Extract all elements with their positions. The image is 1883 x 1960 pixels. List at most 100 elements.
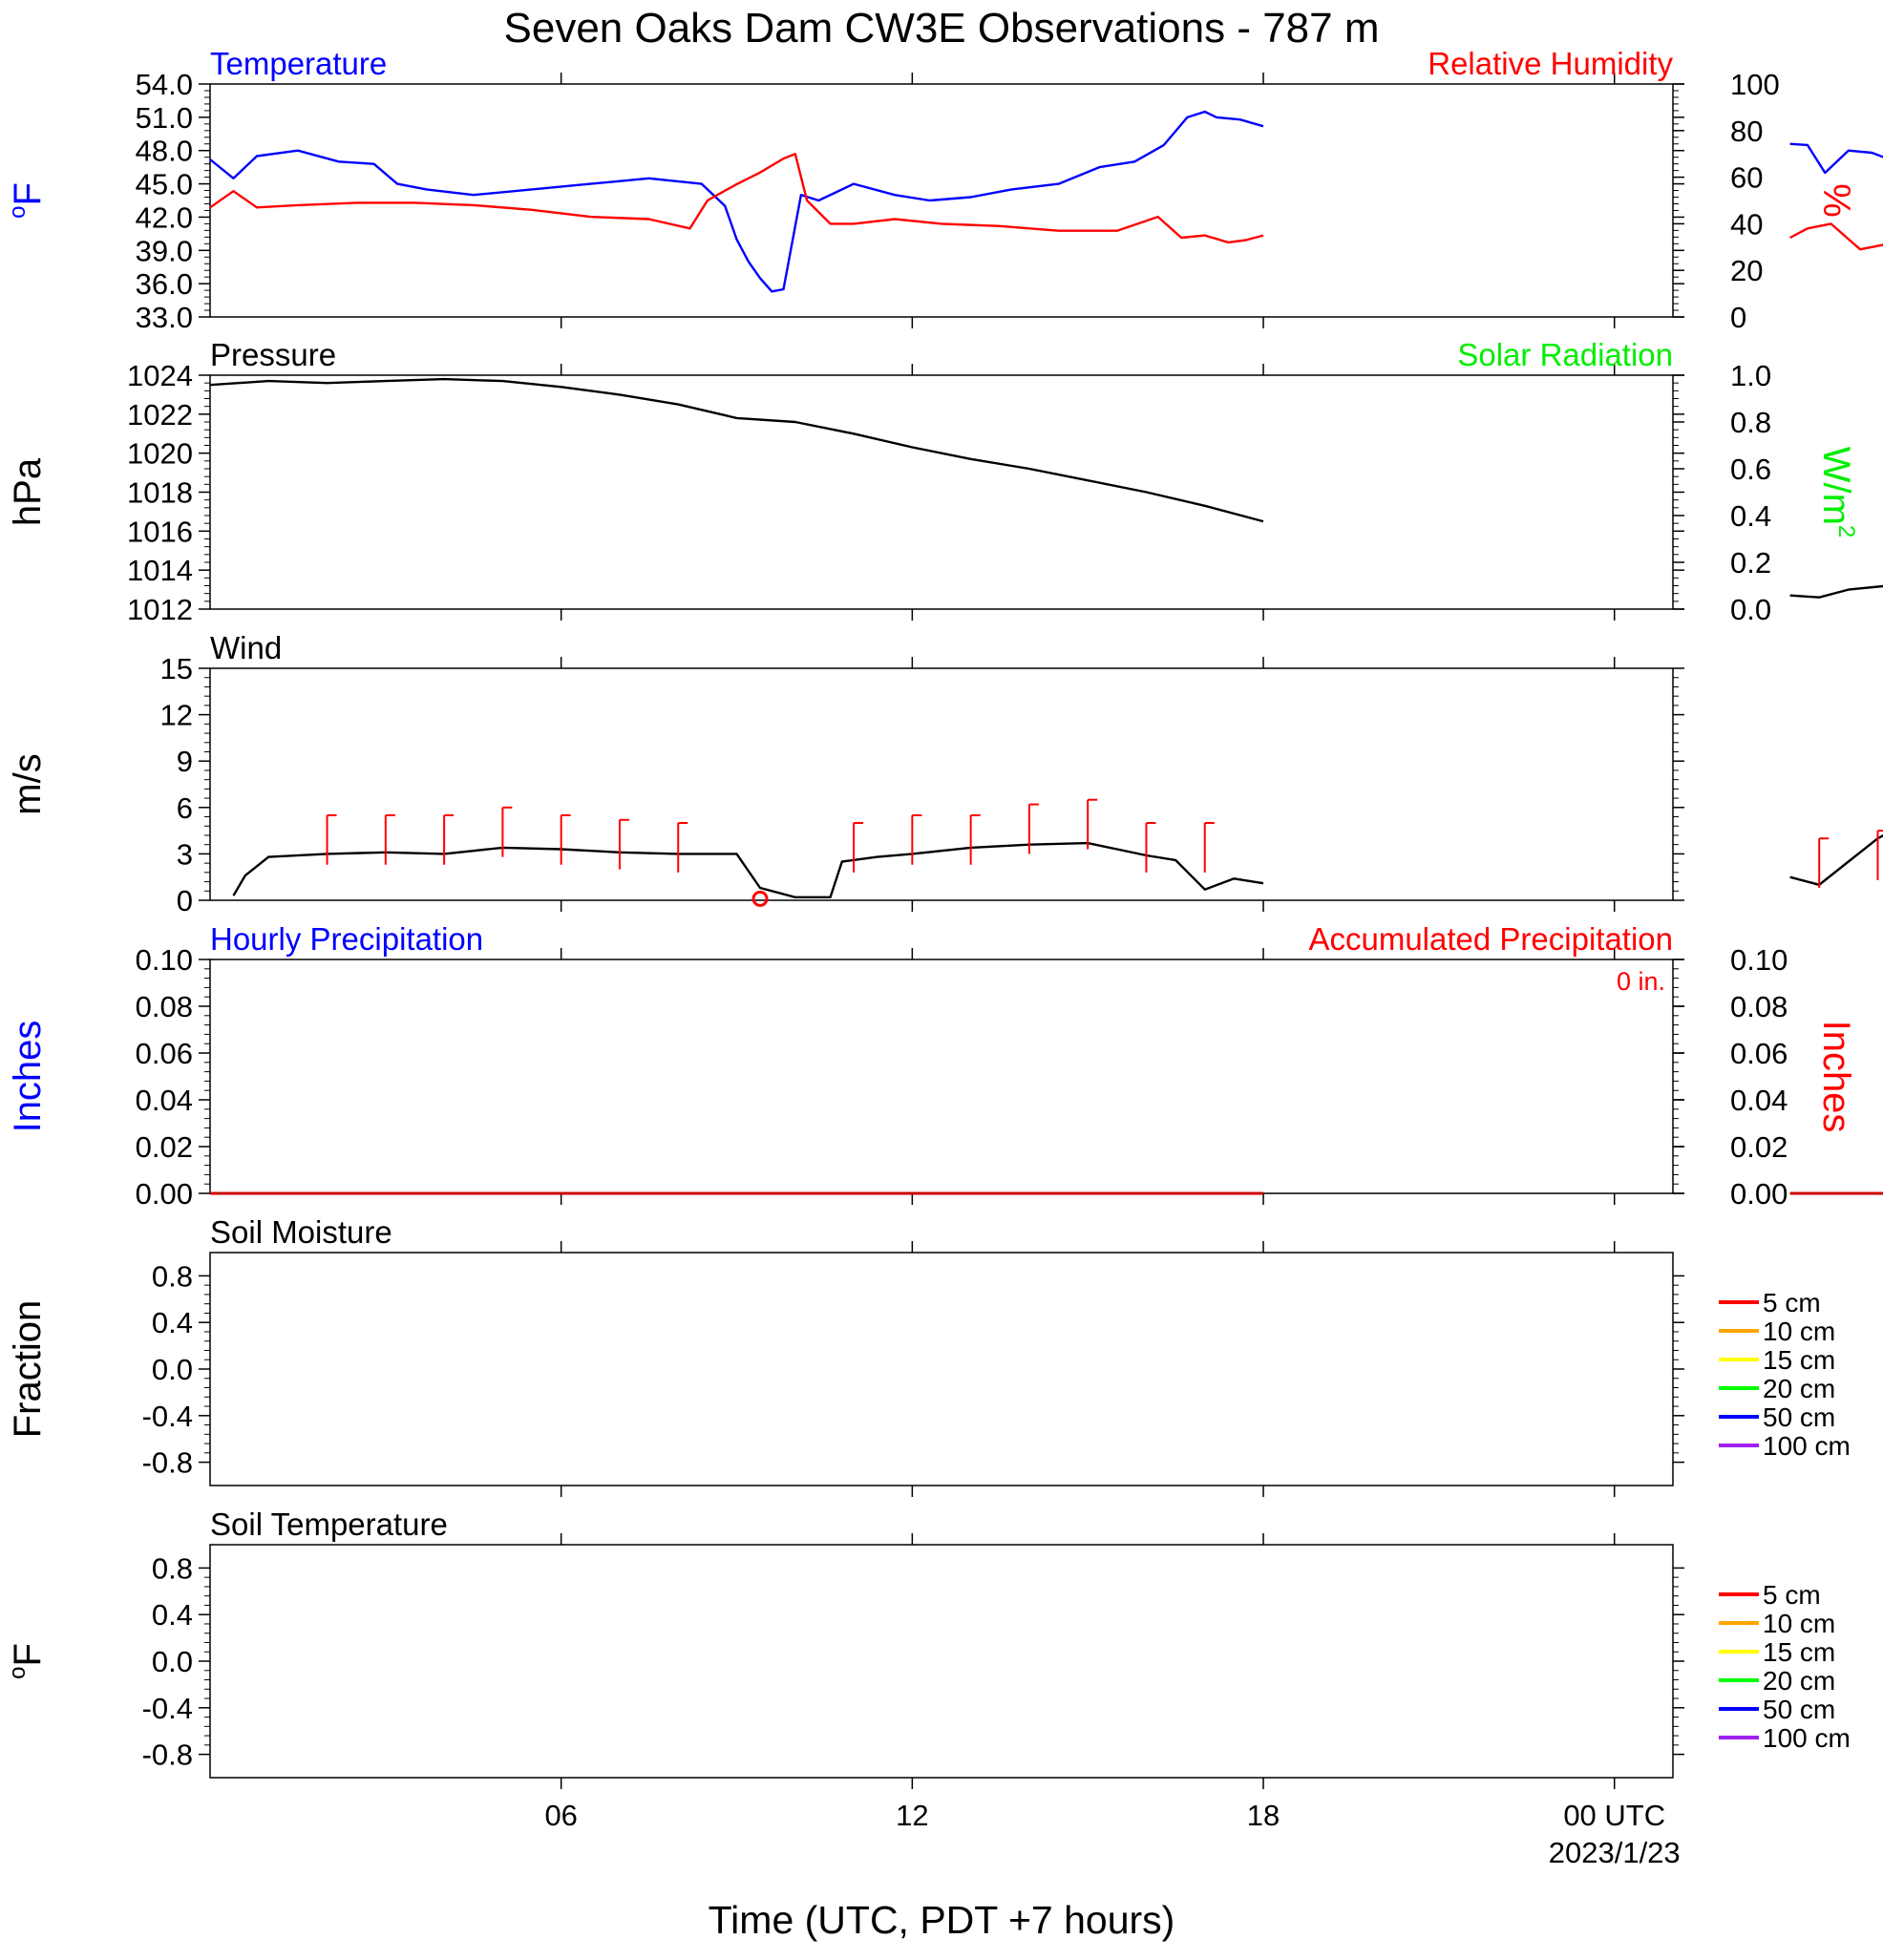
y-tick-label-left: 3	[177, 837, 193, 871]
y-tick-label-right: 0	[1730, 301, 1746, 334]
y-tick-label-left: 12	[160, 699, 193, 732]
y-axis-label-left: m/s	[7, 753, 49, 814]
y-tick-label-left: 1024	[127, 359, 193, 392]
y-tick-label-right: 0.06	[1730, 1037, 1788, 1070]
x-tick-label: 06	[544, 1799, 577, 1832]
series-line-3	[1789, 222, 1883, 251]
y-tick-label-left: 1012	[127, 593, 193, 626]
legend-label: 5 cm	[1763, 1288, 1821, 1317]
y-axis-label-left-text: m/s	[7, 753, 49, 814]
y-tick-label-left: 1020	[127, 437, 193, 471]
y-tick-label-left: 1014	[127, 554, 193, 587]
plot-frame	[209, 1544, 1674, 1779]
y-axis-label-right: %	[1815, 183, 1857, 218]
series-line-0	[209, 110, 1264, 293]
y-tick-label-right: 0.2	[1730, 546, 1771, 580]
legend-label: 15 cm	[1763, 1345, 1835, 1375]
y-tick-label-left: 0.0	[152, 1353, 193, 1386]
y-tick-label-right: 40	[1730, 207, 1763, 241]
y-axis-label-left: Fraction	[7, 1300, 49, 1439]
precip-total-annotation: 0 in.	[1617, 967, 1665, 996]
y-axis-label-left-text: oF	[5, 182, 49, 219]
y-axis-label-right: Inches	[1815, 1021, 1857, 1133]
x-axis-label: Time (UTC, PDT +7 hours)	[709, 1898, 1175, 1942]
y-axis-label-left-text: Fraction	[7, 1300, 49, 1439]
y-tick-label-left: 1016	[127, 515, 193, 548]
legend-label: 50 cm	[1763, 1695, 1835, 1724]
y-tick-label-left: 15	[160, 652, 193, 685]
y-tick-label-right: 0.08	[1730, 990, 1788, 1023]
y-axis-label-right-text: W/m2	[1815, 447, 1859, 538]
y-tick-label-left: -0.4	[142, 1400, 193, 1433]
plot-frame	[209, 1252, 1674, 1486]
y-tick-label-right: 80	[1730, 115, 1763, 148]
y-tick-label-left: 9	[177, 745, 193, 778]
panel-title-left: Wind	[210, 630, 282, 665]
y-tick-label-right: 0.02	[1730, 1130, 1788, 1164]
legend-label: 50 cm	[1763, 1402, 1835, 1432]
y-axis-label-left: oF	[5, 182, 49, 219]
y-tick-label-left: 0.0	[152, 1645, 193, 1678]
panel-title-left: Soil Moisture	[210, 1214, 392, 1250]
calm-wind-marker	[751, 890, 769, 907]
y-tick-label-right: 0.10	[1730, 943, 1788, 977]
y-tick-label-left: 54.0	[136, 68, 193, 101]
panel-title-right: Accumulated Precipitation	[1308, 921, 1673, 957]
y-tick-label-right: 0.04	[1730, 1084, 1788, 1117]
legend-label: 20 cm	[1763, 1666, 1835, 1696]
legend-label: 15 cm	[1763, 1637, 1835, 1667]
x-date-label: 2023/1/23	[1549, 1836, 1681, 1869]
y-tick-label-left: -0.8	[142, 1446, 193, 1480]
panel-title-left: Hourly Precipitation	[210, 921, 483, 957]
legend-label: 10 cm	[1763, 1317, 1835, 1346]
y-axis-label-left: hPa	[7, 457, 49, 526]
y-tick-label-left: 42.0	[136, 200, 193, 234]
y-tick-label-left: 48.0	[136, 135, 193, 168]
panel-title-left: Pressure	[210, 337, 336, 372]
x-tick-label: 18	[1247, 1799, 1280, 1832]
y-tick-label-left: 39.0	[136, 234, 193, 267]
panel-title-left: Temperature	[210, 46, 387, 81]
plot-frame	[209, 374, 1674, 610]
y-tick-label-right: 60	[1730, 161, 1763, 195]
y-tick-label-left: 1022	[127, 398, 193, 432]
y-axis-label-right-text: Inches	[1815, 1021, 1857, 1133]
y-tick-label-left: 0.00	[136, 1177, 193, 1211]
y-tick-label-right: 1.0	[1730, 359, 1771, 392]
y-tick-label-right: 0.0	[1730, 593, 1771, 626]
plot-frame	[209, 959, 1674, 1194]
panel-4: -0.8 -0.4 0.0 0.4 0.8 Soil Moisture Fraction 5 …	[7, 1214, 1851, 1497]
y-tick-label-left: 0.10	[136, 943, 193, 977]
y-axis-label-right-text: %	[1815, 183, 1857, 218]
y-tick-label-left: 0.06	[136, 1037, 193, 1070]
y-tick-label-right: 0.4	[1730, 499, 1771, 533]
y-tick-label-left: 0.08	[136, 990, 193, 1023]
y-axis-label-right: W/m2	[1815, 447, 1859, 538]
y-axis-label-left-text: Inches	[7, 1021, 49, 1133]
panel-0: 33.036.039.042.045.048.051.054.0 0 20 40 60 8…	[5, 46, 1883, 334]
series-line-1	[209, 152, 1264, 244]
plot-frame	[209, 667, 1674, 901]
legend-label: 100 cm	[1763, 1431, 1851, 1461]
panels: 33.036.039.042.045.048.051.054.002040608…	[5, 46, 1883, 1789]
legend-label: 20 cm	[1763, 1374, 1835, 1403]
panel-3: 0.00 0.02 0.04 0.06 0.08 0.10 0.00 0.02 0.04 0.06…	[7, 921, 1883, 1211]
y-axis-label-left: oF	[5, 1643, 49, 1679]
y-tick-label-left: 0.04	[136, 1084, 193, 1117]
y-tick-label-left: 6	[177, 791, 193, 825]
y-tick-label-left: 0.4	[152, 1598, 193, 1632]
y-tick-label-left: -0.4	[142, 1692, 193, 1725]
y-tick-label-left: 0.4	[152, 1306, 193, 1339]
plot-frame	[209, 83, 1674, 318]
panel-2: 0 3 6 9 12 15 Wind m/s	[7, 630, 1883, 917]
y-tick-label-right: 0.8	[1730, 406, 1771, 439]
y-tick-label-left: 45.0	[136, 168, 193, 201]
y-axis-label-left: Inches	[7, 1021, 49, 1133]
series-line-0	[232, 841, 1264, 898]
y-tick-label-left: 36.0	[136, 267, 193, 301]
y-tick-label-right: 100	[1730, 68, 1780, 101]
y-tick-label-left: 0.02	[136, 1130, 193, 1164]
